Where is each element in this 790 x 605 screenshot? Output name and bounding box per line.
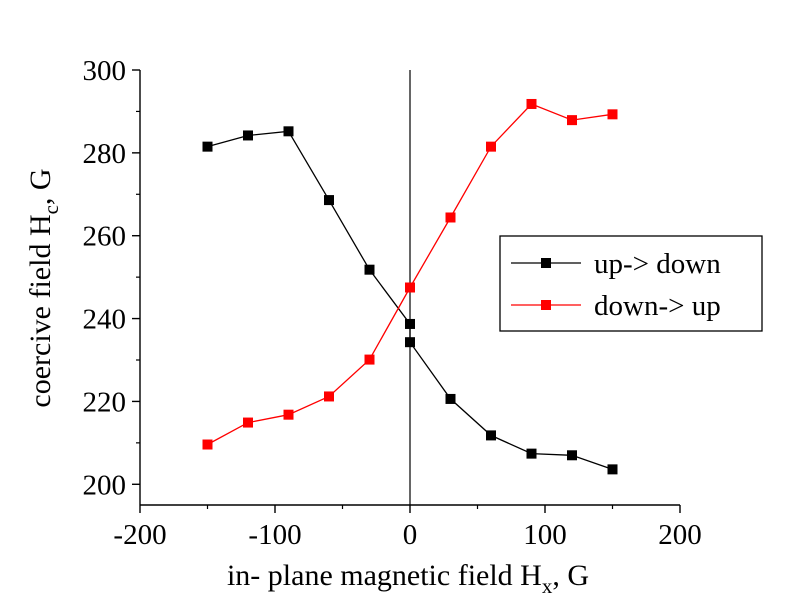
legend-entry-up-down: up-> down	[511, 248, 721, 280]
series-up-down	[202, 126, 618, 475]
legend-box	[499, 235, 763, 332]
legend-label-down-up: down-> up	[594, 290, 721, 322]
data-point-down-up	[445, 212, 456, 223]
data-point-up-down	[283, 126, 294, 137]
data-point-down-up	[324, 391, 334, 402]
y-tick-label: 200	[83, 469, 127, 501]
data-point-up-down	[567, 450, 577, 461]
data-point-down-up	[526, 98, 537, 109]
data-point-down-up	[202, 439, 213, 450]
data-point-up-down	[243, 130, 253, 141]
legend-marker-up-down	[541, 258, 551, 268]
data-point-up-down	[405, 337, 415, 348]
data-point-down-up	[243, 417, 253, 428]
y-tick-label: 220	[83, 386, 127, 418]
series-layer	[202, 98, 618, 475]
data-point-up-down	[445, 393, 456, 404]
y-axis-title: coercive field Hc, G	[24, 168, 63, 407]
data-point-up-down	[324, 195, 334, 206]
y-tick-label: 260	[83, 221, 127, 253]
x-axis-title: in- plane magnetic field Hx, G	[227, 559, 589, 598]
x-tick-label: -100	[248, 519, 301, 551]
data-point-up-down	[486, 430, 496, 441]
axes	[132, 69, 681, 513]
data-point-up-down	[526, 448, 537, 459]
legend-marker-down-up	[541, 300, 551, 310]
x-tick-label: 0	[403, 519, 418, 551]
x-tick-label: -200	[113, 519, 166, 551]
data-point-down-up	[405, 282, 415, 293]
legend: up-> down down-> up	[499, 235, 763, 332]
data-point-up-down	[405, 318, 415, 329]
legend-label-up-down: up-> down	[594, 248, 721, 280]
data-point-up-down	[202, 141, 213, 152]
data-point-up-down	[364, 264, 375, 275]
data-point-down-up	[364, 354, 375, 365]
x-tick-label: 200	[658, 519, 702, 551]
tick-labels: -200 -100 0 100 200 200 220 240 260 280 300	[83, 55, 702, 551]
y-tick-label: 240	[83, 304, 127, 336]
data-point-down-up	[283, 409, 294, 420]
data-point-down-up	[607, 109, 618, 120]
series-down-up	[202, 98, 618, 450]
data-point-down-up	[567, 115, 577, 126]
x-tick-label: 100	[523, 519, 567, 551]
y-tick-label: 280	[83, 138, 127, 170]
y-tick-label: 300	[83, 55, 127, 87]
data-point-down-up	[486, 141, 496, 152]
data-point-up-down	[607, 464, 618, 475]
series-line-up-down	[207, 130, 613, 471]
legend-entry-down-up: down-> up	[511, 290, 721, 322]
